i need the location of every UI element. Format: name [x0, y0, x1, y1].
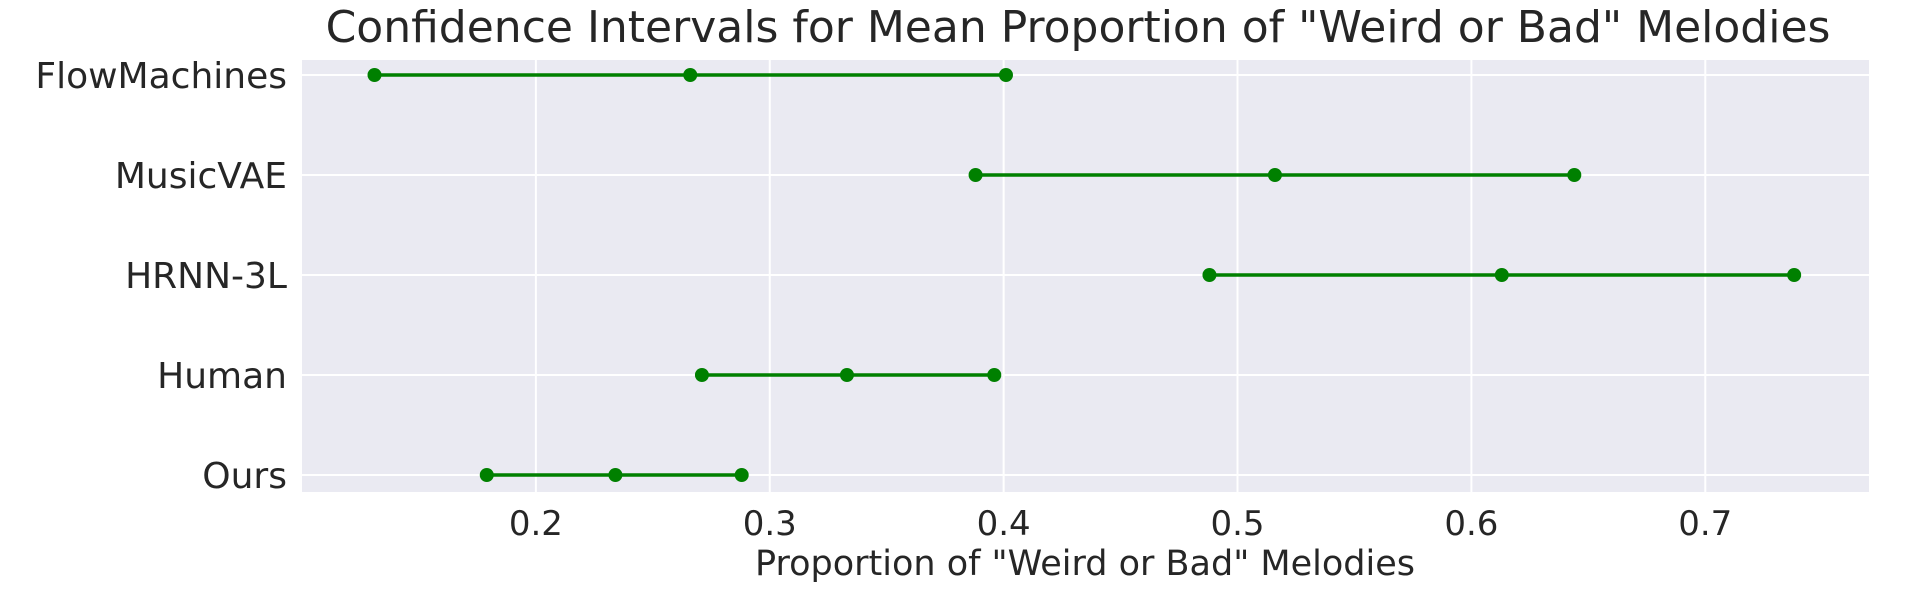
ci-low-point — [367, 68, 382, 82]
y-tick-label: Ours — [202, 456, 287, 497]
x-tick-label: 0.3 — [743, 504, 797, 544]
x-tick-label: 0.4 — [977, 504, 1031, 544]
y-tick-label: HRNN-3L — [125, 256, 287, 297]
ci-high-point — [734, 468, 749, 482]
x-tick-label: 0.7 — [1678, 504, 1732, 544]
x-tick-label: 0.6 — [1444, 504, 1498, 544]
ci-low-point — [694, 368, 709, 382]
x-tick-label: 0.2 — [509, 504, 563, 544]
ci-low-point — [968, 168, 983, 182]
ci-low-point — [1202, 268, 1217, 282]
ci-high-point — [1567, 168, 1582, 182]
y-tick-label: Human — [157, 356, 287, 397]
ci-mean-point — [683, 68, 698, 82]
x-tick-label: 0.5 — [1210, 504, 1264, 544]
chart-title: Confidence Intervals for Mean Proportion… — [326, 2, 1831, 53]
ci-mean-point — [1494, 268, 1509, 282]
y-tick-labels: FlowMachines MusicVAE HRNN-3L Human Ours — [35, 56, 287, 497]
ci-low-point — [479, 468, 494, 482]
y-tick-label: FlowMachines — [35, 56, 287, 97]
ci-high-point — [998, 68, 1013, 82]
ci-mean-point — [608, 468, 623, 482]
x-tick-labels: 0.2 0.3 0.4 0.5 0.6 0.7 — [509, 504, 1732, 544]
ci-high-point — [1787, 268, 1802, 282]
x-axis-label: Proportion of "Weird or Bad" Melodies — [755, 544, 1415, 584]
ci-mean-point — [1267, 168, 1282, 182]
ci-high-point — [987, 368, 1002, 382]
y-tick-label: MusicVAE — [115, 156, 287, 197]
ci-mean-point — [839, 368, 854, 382]
confidence-intervals — [367, 68, 1802, 482]
